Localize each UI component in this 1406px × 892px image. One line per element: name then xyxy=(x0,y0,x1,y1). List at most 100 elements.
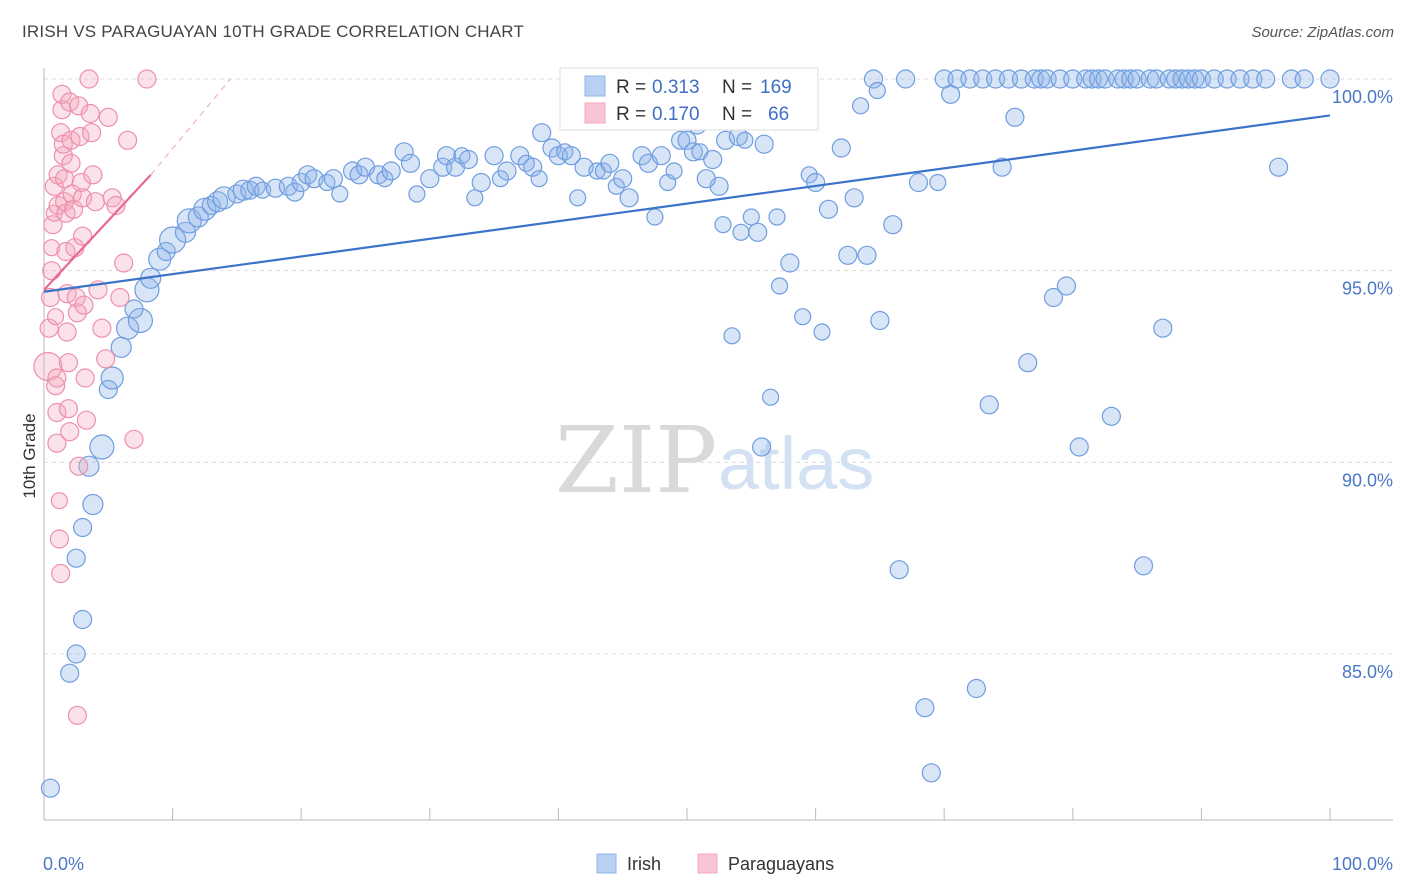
paraguayan-point-53 xyxy=(83,165,103,185)
y-tick-labels: 100.0% 95.0% 90.0% 85.0% xyxy=(1332,87,1393,682)
irish-point-114 xyxy=(929,173,947,192)
irish-point-173 xyxy=(770,277,789,295)
irish-point-56 xyxy=(466,189,484,207)
irish-point-99 xyxy=(800,166,818,184)
y-axis-title: 10th Grade xyxy=(20,413,39,498)
irish-point-102 xyxy=(831,138,851,158)
irish-point-59 xyxy=(491,170,510,188)
irish-point-84 xyxy=(677,130,697,150)
irish-point-170 xyxy=(732,223,750,241)
irish-point-167 xyxy=(696,169,716,189)
irish-point-68 xyxy=(556,143,574,161)
trend-lines xyxy=(43,78,1331,293)
irish-point-48 xyxy=(400,153,421,173)
paraguayan-point-45 xyxy=(72,188,93,208)
irish-point-110 xyxy=(895,69,916,89)
irish-point-111 xyxy=(908,172,929,193)
irish-point-3 xyxy=(72,609,93,630)
irish-point-64 xyxy=(530,170,548,188)
irish-point-91 xyxy=(736,131,754,149)
irish-points xyxy=(40,69,1340,798)
irish-point-13 xyxy=(127,307,153,334)
irish-point-75 xyxy=(607,177,625,195)
irish-point-83 xyxy=(670,130,691,150)
irish-point-140 xyxy=(1101,406,1122,426)
paraguayan-point-29 xyxy=(58,353,79,373)
irish-point-63 xyxy=(523,157,543,177)
paraguayan-point-41 xyxy=(69,456,89,476)
x-tick-label-max: 100.0% xyxy=(1332,854,1393,874)
paraguayan-point-44 xyxy=(71,172,91,193)
irish-point-135 xyxy=(1069,437,1089,457)
irish-point-146 xyxy=(1140,69,1160,89)
paraguayan-point-3 xyxy=(42,261,62,281)
trend-line-paraguayan-extension xyxy=(150,78,231,176)
paraguayan-point-43 xyxy=(70,126,90,147)
paraguayan-point-4 xyxy=(43,239,61,257)
irish-point-95 xyxy=(768,208,786,226)
paraguayan-point-42 xyxy=(69,96,89,116)
paraguayan-point-51 xyxy=(80,103,100,124)
irish-point-57 xyxy=(471,172,491,193)
irish-point-82 xyxy=(665,162,683,180)
irish-point-97 xyxy=(780,253,800,273)
irish-point-104 xyxy=(844,188,864,208)
paraguayan-point-56 xyxy=(92,318,112,338)
irish-point-1 xyxy=(60,663,80,683)
paraguayan-point-46 xyxy=(72,226,93,246)
irish-point-138 xyxy=(1088,69,1109,89)
bottom-legend-swatch-paraguayan xyxy=(697,853,718,874)
paraguayan-point-11 xyxy=(47,402,67,423)
irish-point-94 xyxy=(754,134,774,154)
irish-point-46 xyxy=(381,161,401,181)
irish-point-8 xyxy=(89,434,115,460)
y-tick-label-2: 90.0% xyxy=(1342,470,1393,490)
legend-r-value-irish: 0.313 xyxy=(652,77,700,98)
irish-point-172 xyxy=(761,388,780,406)
irish-point-106 xyxy=(863,69,884,89)
irish-point-4 xyxy=(66,548,86,568)
irish-point-107 xyxy=(870,310,890,331)
irish-point-76 xyxy=(613,169,633,189)
paraguayan-point-8 xyxy=(45,376,66,396)
watermark: ZIP atlas xyxy=(555,407,874,514)
irish-point-12 xyxy=(115,316,140,340)
irish-point-5 xyxy=(72,517,93,538)
legend-n-label-paraguayan: N = xyxy=(722,104,752,125)
irish-point-58 xyxy=(484,146,504,166)
irish-point-42 xyxy=(349,165,369,185)
legend-r-label-paraguayan: R = xyxy=(616,104,646,125)
irish-point-38 xyxy=(318,173,336,192)
irish-point-105 xyxy=(857,245,877,265)
irish-point-131 xyxy=(1043,287,1064,308)
irish-point-7 xyxy=(78,455,100,477)
chart-title: IRISH VS PARAGUAYAN 10TH GRADE CORRELATI… xyxy=(22,22,525,41)
irish-point-6 xyxy=(82,493,104,516)
irish-point-119 xyxy=(966,678,987,699)
paraguayan-point-58 xyxy=(98,107,118,127)
paraguayan-point-61 xyxy=(110,287,130,308)
irish-point-39 xyxy=(323,169,343,189)
paraguayan-point-52 xyxy=(81,123,102,143)
irish-point-11 xyxy=(110,336,132,358)
irish-point-169 xyxy=(723,327,741,345)
paraguayan-point-38 xyxy=(66,287,86,308)
paraguayan-point-60 xyxy=(106,195,126,216)
x-tick-label-min: 0.0% xyxy=(43,854,84,874)
irish-point-171 xyxy=(751,437,772,457)
irish-point-175 xyxy=(851,97,870,115)
irish-point-108 xyxy=(883,215,903,235)
irish-point-168 xyxy=(714,216,732,234)
y-tick-label-1: 95.0% xyxy=(1342,279,1393,299)
legend-n-value-irish: 169 xyxy=(760,77,792,98)
stats-legend: R = 0.313 N = 169 R = 0.170 N = 66 xyxy=(559,67,819,131)
irish-point-121 xyxy=(979,395,999,415)
paraguayan-points xyxy=(33,69,157,725)
irish-point-143 xyxy=(1121,69,1141,89)
irish-point-162 xyxy=(1294,69,1314,89)
trend-line-paraguayan xyxy=(43,174,152,291)
irish-point-125 xyxy=(1005,107,1025,127)
irish-point-103 xyxy=(838,245,858,265)
watermark-zip: ZIP xyxy=(555,407,717,514)
